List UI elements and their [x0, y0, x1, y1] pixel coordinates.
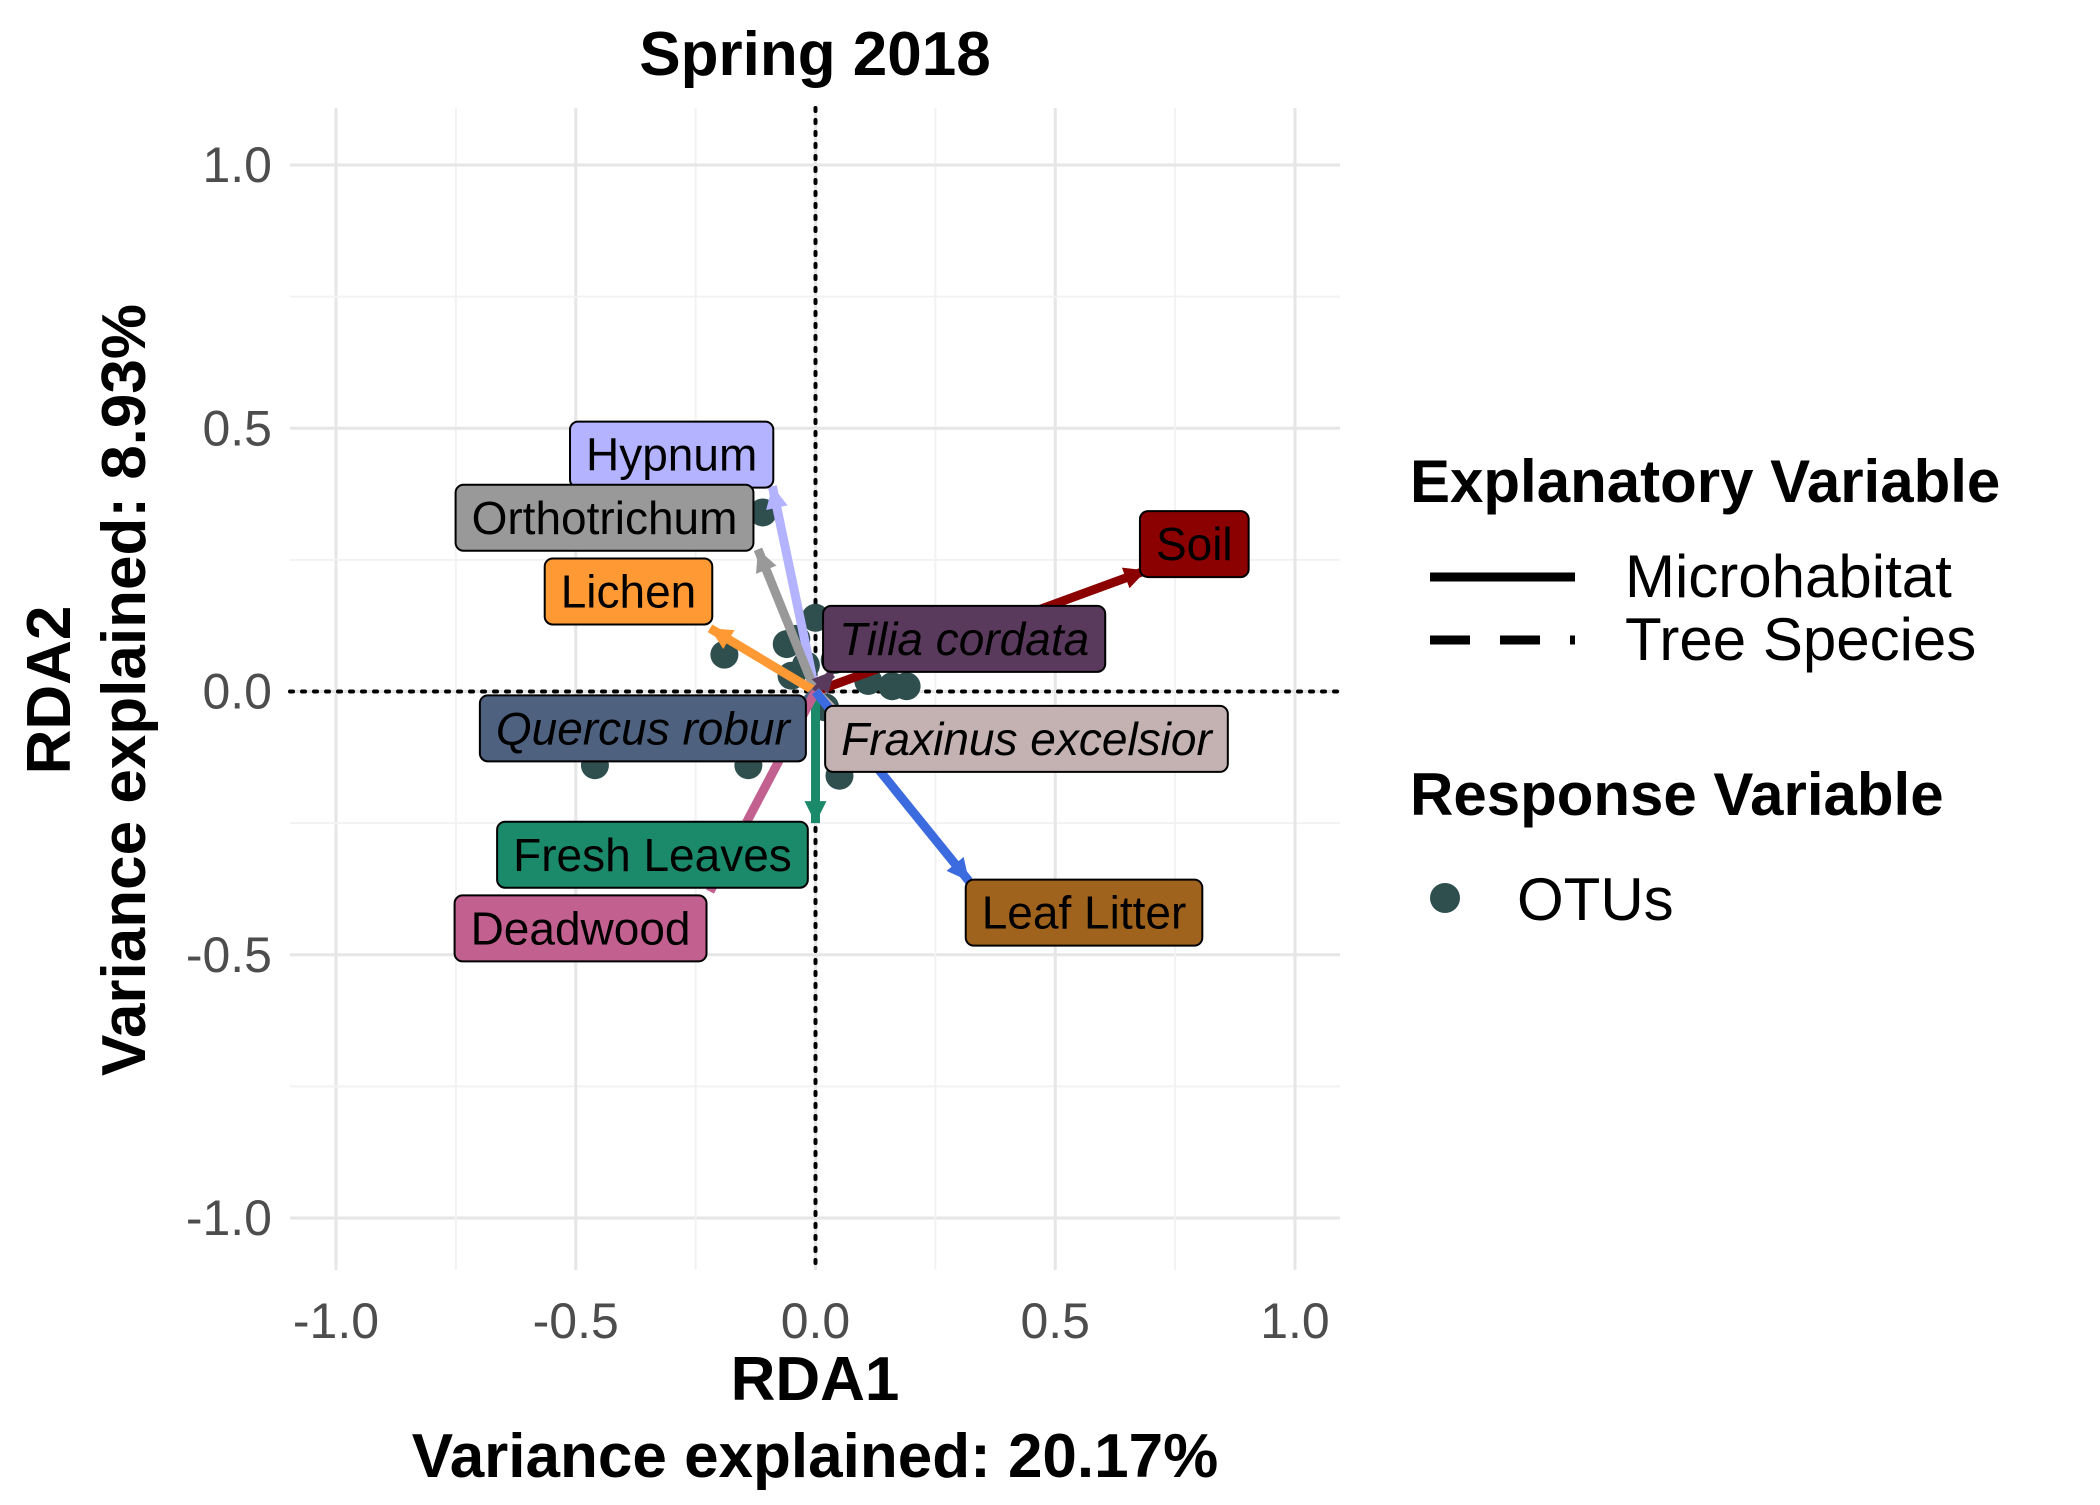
arrow-label-text: Quercus robur	[496, 702, 792, 754]
x-tick-label: 1.0	[1260, 1293, 1330, 1349]
y-tick-label: 0.5	[202, 400, 272, 456]
x-tick-label: -0.5	[533, 1293, 619, 1349]
arrow-label-text: Fraxinus excelsior	[841, 713, 1213, 765]
arrow-label-text: Fresh Leaves	[513, 829, 792, 881]
arrow-label-box	[1138, 510, 1250, 579]
arrow-label: Lichen	[543, 557, 714, 626]
x-tick-label: 0.0	[781, 1293, 851, 1349]
arrow-head	[710, 628, 735, 650]
arrow-labels: Soil Hypnum Orthotrichum Lichen Tilia cordat…	[453, 420, 1250, 963]
arrow-label-box	[453, 894, 708, 963]
arrow-label: Hypnum	[569, 420, 775, 489]
legend-item-microhabitat: Microhabitat	[1625, 543, 1952, 610]
legend-key-otu-point	[1430, 883, 1460, 913]
y-tick-label: -0.5	[186, 927, 272, 983]
y-tick-label: -1.0	[186, 1190, 272, 1246]
arrow-label: Tilia cordata	[822, 604, 1107, 673]
arrow-label: Orthotrichum	[454, 483, 755, 552]
y-axis-title: RDA2	[15, 606, 84, 775]
arrow-label-box	[478, 694, 807, 763]
arrow-head	[766, 486, 788, 510]
arrow-head	[756, 549, 777, 574]
arrow-label-text: Deadwood	[471, 903, 691, 955]
y-tick-label: 1.0	[202, 137, 272, 193]
x-tick-label: -1.0	[293, 1293, 379, 1349]
arrow-label-text: Hypnum	[586, 429, 757, 481]
y-tick-label: 0.0	[202, 664, 272, 720]
y-axis-subtitle: Variance explained: 8.93%	[90, 304, 159, 1076]
arrow-label: Deadwood	[453, 894, 708, 963]
x-tick-label: 0.5	[1020, 1293, 1090, 1349]
arrow-label: Fresh Leaves	[496, 820, 809, 889]
chart-title: Spring 2018	[639, 20, 990, 89]
arrow-head	[804, 801, 827, 824]
legend-item-tree-species: Tree Species	[1625, 606, 1976, 673]
arrow-label-box	[543, 557, 714, 626]
x-axis-title: RDA1	[731, 1345, 900, 1414]
arrow-label: Quercus robur	[478, 694, 807, 763]
arrow-label-text: Soil	[1156, 518, 1233, 570]
arrow-label-box	[824, 704, 1229, 773]
otu-point	[710, 640, 739, 669]
otu-point	[892, 672, 921, 701]
arrow-label-text: Leaf Litter	[982, 887, 1187, 939]
arrow-label-text: Lichen	[561, 566, 697, 618]
arrow-label: Soil	[1138, 510, 1250, 579]
arrow-label-box	[822, 604, 1107, 673]
arrow-label: Fraxinus excelsior	[824, 704, 1229, 773]
arrow-shaft	[753, 547, 820, 694]
x-axis-subtitle: Variance explained: 20.17%	[412, 1422, 1218, 1491]
legend-title-response: Response Variable	[1410, 761, 1944, 828]
arrow-label-box	[964, 878, 1204, 947]
arrow-head	[946, 857, 969, 882]
arrow-label-text: Orthotrichum	[472, 492, 738, 544]
arrow-shaft	[767, 485, 820, 693]
arrow-head	[811, 670, 835, 695]
legend: Explanatory Variable Microhabitat Tree S…	[1410, 448, 2000, 933]
arrow-label-box	[496, 820, 809, 889]
tick-labels: -1.0 -0.5 0.0 0.5 1.0 -1.0 -0.5 0.0 0.5 1.0	[186, 137, 1330, 1349]
legend-title-explanatory: Explanatory Variable	[1410, 448, 2000, 515]
arrow-label-text: Tilia cordata	[839, 613, 1089, 665]
arrow-label: Leaf Litter	[964, 878, 1204, 947]
legend-item-otus: OTUs	[1517, 866, 1674, 933]
arrow-label-box	[454, 483, 755, 552]
